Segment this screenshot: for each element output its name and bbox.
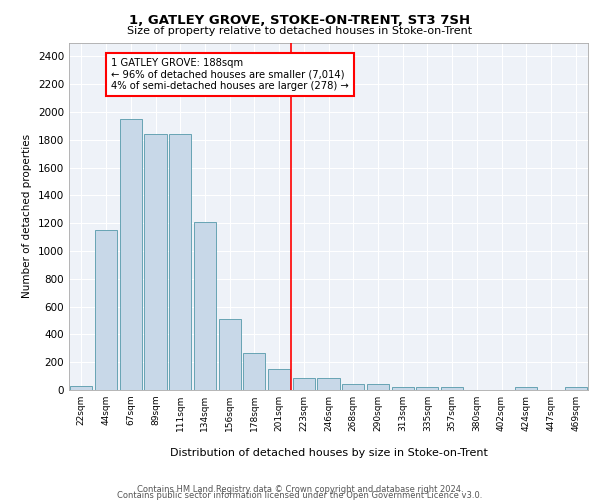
Bar [293, 378, 315, 390]
Text: Contains HM Land Registry data © Crown copyright and database right 2024.: Contains HM Land Registry data © Crown c… [137, 484, 463, 494]
Bar [70, 386, 92, 390]
Text: 1 GATLEY GROVE: 188sqm
← 96% of detached houses are smaller (7,014)
4% of semi-d: 1 GATLEY GROVE: 188sqm ← 96% of detached… [111, 58, 349, 91]
Bar [515, 387, 538, 390]
Text: Size of property relative to detached houses in Stoke-on-Trent: Size of property relative to detached ho… [127, 26, 473, 36]
Bar [268, 369, 290, 390]
Bar [317, 378, 340, 390]
Bar [218, 319, 241, 390]
Bar [243, 353, 265, 390]
Bar [441, 387, 463, 390]
Bar [119, 119, 142, 390]
Bar [169, 134, 191, 390]
Text: 1, GATLEY GROVE, STOKE-ON-TRENT, ST3 7SH: 1, GATLEY GROVE, STOKE-ON-TRENT, ST3 7SH [130, 14, 470, 27]
Bar [416, 387, 439, 390]
Bar [95, 230, 117, 390]
Bar [565, 387, 587, 390]
Text: Contains public sector information licensed under the Open Government Licence v3: Contains public sector information licen… [118, 491, 482, 500]
Bar [342, 384, 364, 390]
Bar [145, 134, 167, 390]
Bar [367, 384, 389, 390]
Bar [194, 222, 216, 390]
Text: Distribution of detached houses by size in Stoke-on-Trent: Distribution of detached houses by size … [170, 448, 488, 458]
Y-axis label: Number of detached properties: Number of detached properties [22, 134, 32, 298]
Bar [392, 387, 414, 390]
